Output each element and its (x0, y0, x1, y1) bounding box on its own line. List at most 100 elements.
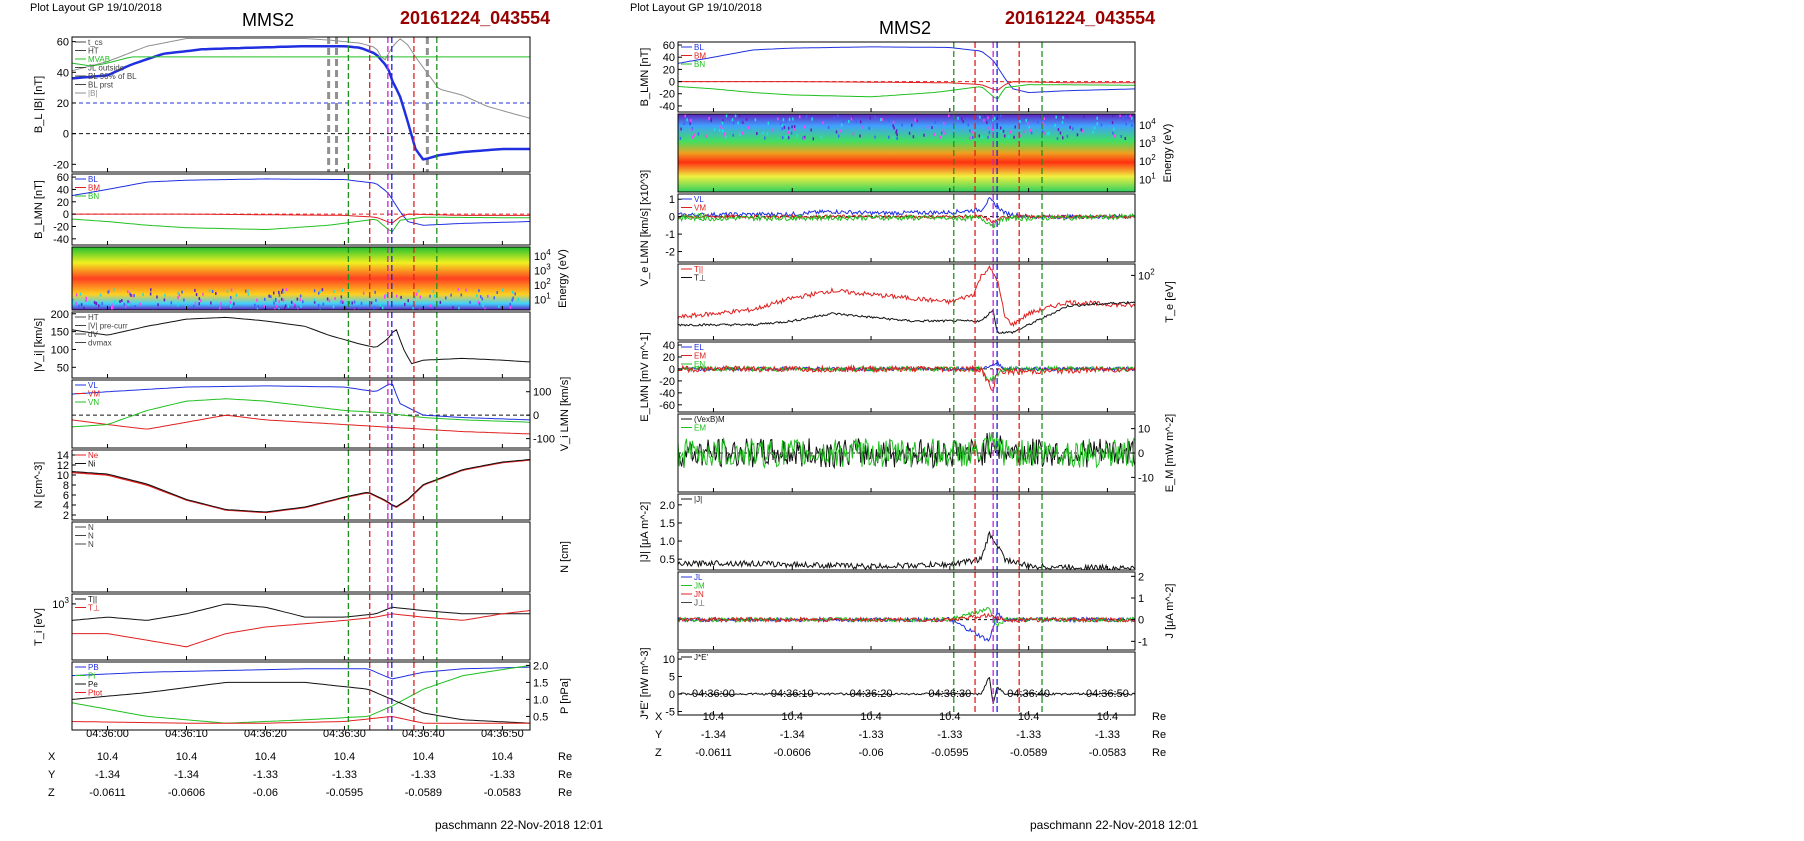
panel-frame (677, 41, 1136, 113)
spectrogram-speckle (360, 301, 363, 305)
right-panel-3-ylabel: T_e [eV] (1164, 281, 1176, 323)
spectrogram-speckle (874, 115, 876, 119)
panel-frame (71, 661, 531, 731)
legend-label: t_cs (88, 38, 103, 47)
legend: T||T⊥ (681, 265, 706, 283)
spectrogram-speckle (787, 130, 790, 134)
ephemeris-value: 10.4 (413, 751, 434, 763)
spectrogram-speckle (457, 288, 459, 292)
ephemeris-value: -1.33 (859, 729, 884, 741)
spectrogram-speckle (294, 304, 296, 308)
legend: J*E' (681, 653, 708, 662)
spectrogram-speckle (805, 115, 808, 119)
legend-label: VN (694, 212, 705, 221)
ytick-label: 10 (663, 654, 675, 666)
spectrogram-speckle (254, 303, 256, 307)
ytick-exponent: 4 (1151, 117, 1156, 126)
right-panel-0-ylabel: B_LMN [nT] (639, 48, 651, 107)
legend-label: |B| (88, 89, 98, 98)
spectrogram-speckle (139, 302, 141, 306)
spectrogram-speckle (888, 135, 890, 139)
spectrogram-speckle (1093, 126, 1096, 130)
spectrogram-speckle (969, 129, 971, 133)
spectrogram-speckle (833, 116, 835, 120)
spectrogram-speckle (1012, 117, 1015, 121)
right-panel-8-ylabel: J*E' [nW m^-3] (639, 647, 651, 719)
legend-label: EL (694, 343, 704, 352)
series-Pe (72, 681, 530, 724)
spectrogram-speckle (313, 289, 316, 293)
ytick-exponent: 3 (65, 596, 70, 605)
spectrogram-speckle (373, 306, 376, 310)
spectrogram-speckle (355, 307, 358, 310)
spectrogram-speckle (1030, 131, 1033, 135)
panel-frame (677, 493, 1136, 571)
spectrogram-speckle (270, 295, 272, 299)
series-T⊥ (72, 610, 530, 648)
ephemeris-value: -1.34 (780, 729, 805, 741)
panel-frame (677, 263, 1136, 341)
ytick-label: 60 (663, 40, 675, 52)
left-panel-6-ylabel: N [cm] (559, 541, 571, 573)
ytick-label: 20 (57, 197, 69, 209)
ephemeris-value: -0.0606 (168, 787, 205, 799)
spectrogram-speckle (691, 135, 694, 139)
legend-label: T⊥ (88, 604, 100, 613)
spectrogram-speckle (803, 135, 806, 139)
spectrogram-speckle (80, 303, 83, 307)
spectrogram-speckle (293, 303, 295, 307)
legend-label: BN (694, 60, 705, 69)
ephemeris-value: -0.0583 (484, 787, 521, 799)
spectrogram-speckle (1042, 123, 1045, 127)
spectrogram-image (72, 247, 530, 310)
legend-label: VL (88, 381, 98, 390)
series-Ni (72, 459, 530, 513)
spectrogram-speckle (496, 291, 498, 295)
spectrogram-speckle (742, 120, 744, 124)
spectrogram-speckle (710, 119, 713, 123)
spectrogram-speckle (1096, 116, 1098, 120)
spectrogram-speckle (1013, 135, 1015, 139)
spectrogram-speckle (482, 304, 484, 308)
spectrogram-speckle (498, 304, 500, 308)
series-PB (72, 666, 530, 680)
ytick-label: -1 (665, 229, 675, 241)
spectrogram-speckle (297, 307, 299, 310)
ytick-label: 20 (663, 64, 675, 76)
spectrogram-ytick: 104 (534, 248, 551, 263)
spectrogram-speckle (245, 289, 247, 293)
spectrogram-ytick: 101 (534, 292, 551, 307)
spectrogram-speckle (247, 289, 249, 293)
spectrogram-speckle (842, 119, 845, 123)
spectrogram-speckle (226, 289, 229, 293)
spectrogram-speckle (230, 304, 232, 308)
spectrogram-speckle (933, 133, 935, 137)
spectrogram-speckle (944, 132, 946, 136)
spectrogram-speckle (840, 129, 842, 133)
spectrogram-speckle (230, 296, 232, 300)
spectrogram-speckle (840, 123, 843, 127)
spectrogram-speckle (313, 298, 315, 302)
panel-plot-area (678, 652, 1135, 715)
spectrogram-speckle (880, 118, 882, 122)
ytick-exponent: 4 (546, 248, 551, 257)
spectrogram-speckle (822, 121, 824, 125)
ytick-label: 14 (57, 450, 69, 462)
spectrogram-speckle (1022, 130, 1025, 134)
spectrogram-speckle (793, 125, 796, 129)
spectrogram-speckle (375, 299, 377, 303)
panel-plot-area (347, 522, 438, 592)
ephemeris-row-label: Z (655, 747, 662, 759)
spectrogram-speckle (732, 121, 735, 125)
spectrogram-speckle (194, 288, 196, 292)
spectrogram-speckle (791, 125, 793, 129)
spectrogram-speckle (1061, 120, 1064, 124)
spectrogram-speckle (683, 121, 685, 125)
spectrogram-speckle (718, 128, 721, 132)
spectrogram-speckle (1112, 114, 1114, 118)
spectrogram-speckle (280, 290, 283, 294)
spectrogram-speckle (119, 300, 121, 304)
